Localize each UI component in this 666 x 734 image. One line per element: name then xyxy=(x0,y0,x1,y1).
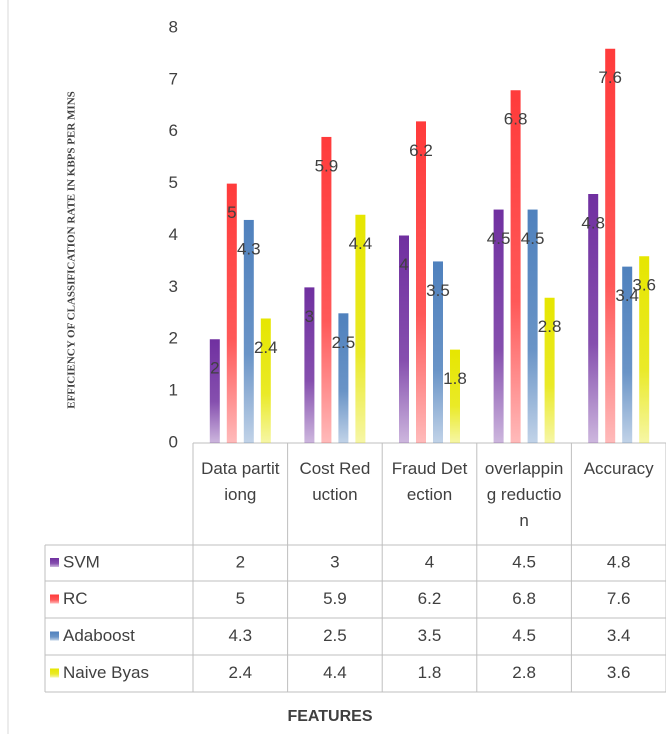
y-tick-label: 7 xyxy=(169,69,178,88)
y-tick-label: 0 xyxy=(169,432,178,451)
data-label: 2.4 xyxy=(254,338,278,357)
table-cell: 2.8 xyxy=(512,663,536,682)
x-tick-label: overlapping reduction xyxy=(484,459,564,530)
y-tick-label: 2 xyxy=(169,329,178,348)
table-cell: 5 xyxy=(236,589,245,608)
table-cell: 3.6 xyxy=(607,663,631,682)
data-label: 4.5 xyxy=(487,229,511,248)
legend-label: Naive Byas xyxy=(63,663,149,682)
x-axis-title: FEATURES xyxy=(287,708,372,725)
data-label: 4.3 xyxy=(237,239,261,258)
data-label: 4.5 xyxy=(521,229,545,248)
table-cell: 6.2 xyxy=(418,589,442,608)
bar xyxy=(304,287,315,443)
bar xyxy=(338,313,349,443)
legend-swatch xyxy=(50,558,59,567)
y-tick-label: 3 xyxy=(169,277,178,296)
table-cell: 4.5 xyxy=(512,626,536,645)
table-cell: 3.4 xyxy=(607,626,631,645)
x-tick-label: Data partitiong xyxy=(201,459,280,504)
x-tick-label: Accuracy xyxy=(583,459,654,478)
bar xyxy=(622,266,633,443)
data-label: 4.8 xyxy=(581,213,605,232)
bar xyxy=(493,209,504,443)
table-cell: 7.6 xyxy=(607,589,631,608)
y-tick-label: 8 xyxy=(169,17,178,36)
table-cell: 4.4 xyxy=(323,663,347,682)
table-cell: 3 xyxy=(330,552,339,571)
data-label: 6.8 xyxy=(504,110,528,129)
legend-label: RC xyxy=(63,589,88,608)
bar xyxy=(260,318,271,443)
data-label: 3.5 xyxy=(426,281,450,300)
bar xyxy=(355,214,366,443)
data-label: 1.8 xyxy=(443,369,467,388)
data-label: 2.8 xyxy=(538,317,562,336)
bar xyxy=(605,48,616,443)
table-cell: 5.9 xyxy=(323,589,347,608)
x-tick-label: Cost Reduction xyxy=(299,459,371,504)
data-label: 4.4 xyxy=(349,234,373,253)
bar xyxy=(510,90,521,443)
bar xyxy=(450,349,460,443)
table-cell: 4.3 xyxy=(228,626,252,645)
bar xyxy=(639,256,650,443)
data-label: 3 xyxy=(305,307,314,326)
data-label: 5.9 xyxy=(315,156,339,175)
y-tick-label: 6 xyxy=(169,121,178,140)
data-label: 3.6 xyxy=(632,276,656,295)
table-cell: 6.8 xyxy=(512,589,536,608)
y-tick-label: 1 xyxy=(169,381,178,400)
y-tick-label: 4 xyxy=(169,225,178,244)
bar xyxy=(588,194,599,443)
table-cell: 2 xyxy=(236,552,245,571)
table-cell: 2.5 xyxy=(323,626,347,645)
data-label: 7.6 xyxy=(598,68,622,87)
bar xyxy=(209,339,220,443)
table-cell: 4.8 xyxy=(607,552,631,571)
data-label: 4 xyxy=(399,255,408,274)
bar xyxy=(433,261,443,443)
x-tick-label: Fraud Detection xyxy=(391,459,468,504)
y-tick-label: 5 xyxy=(169,173,178,192)
data-label: 2.5 xyxy=(332,333,356,352)
bar xyxy=(399,235,409,443)
data-label: 5 xyxy=(227,203,236,222)
bar xyxy=(321,136,332,443)
table-cell: 3.5 xyxy=(418,626,442,645)
data-label: 3.4 xyxy=(615,286,639,305)
legend-swatch xyxy=(50,594,59,604)
legend-swatch xyxy=(50,631,59,641)
y-axis-title: EFFICIENCY OF CLASSIFICATION RATE IN KBP… xyxy=(66,91,78,409)
legend-label: Adaboost xyxy=(63,626,135,645)
table-cell: 4.5 xyxy=(512,552,536,571)
legend-swatch xyxy=(50,668,59,678)
data-label: 2 xyxy=(210,359,219,378)
table-cell: 2.4 xyxy=(228,663,252,682)
table-cell: 1.8 xyxy=(418,663,442,682)
table-cell: 4 xyxy=(425,552,434,571)
bar xyxy=(544,297,555,443)
bar xyxy=(416,121,426,443)
bar xyxy=(243,219,254,443)
legend-label: SVM xyxy=(63,552,100,571)
data-label: 6.2 xyxy=(409,141,433,160)
bar xyxy=(527,209,538,443)
bar xyxy=(226,183,237,443)
